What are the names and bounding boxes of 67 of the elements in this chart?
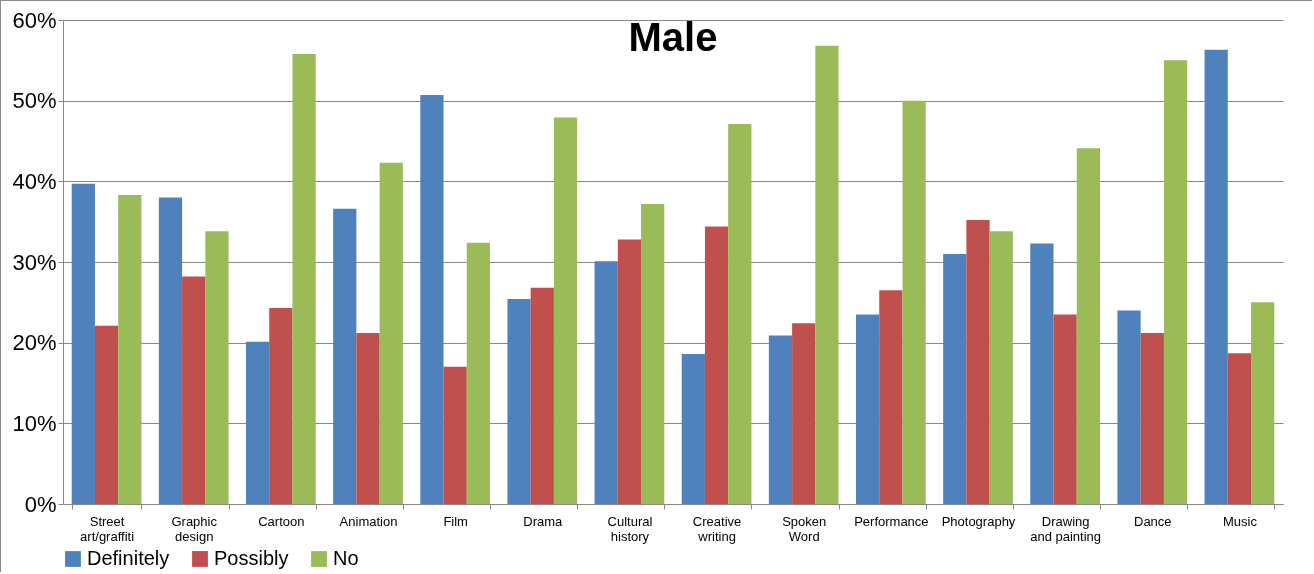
bar: [1030, 243, 1054, 504]
x-tick-label: Graphic design: [171, 513, 218, 544]
x-tick-label: Dance: [1134, 513, 1172, 529]
bar: [1076, 148, 1100, 504]
bar: [379, 162, 403, 504]
chart-title: Male: [628, 15, 718, 59]
bar: [989, 231, 1013, 504]
bar: [681, 353, 705, 504]
bar: [1140, 332, 1164, 504]
bar: [617, 239, 642, 504]
y-tick-label: 30%: [12, 249, 57, 275]
y-tick-label: 40%: [12, 168, 57, 194]
y-tick-label: 20%: [12, 330, 57, 356]
x-tick-label: Music: [1222, 513, 1258, 529]
bar: [333, 208, 357, 504]
bar: [356, 332, 380, 504]
bar: [1251, 302, 1275, 504]
x-tick-label: Creative writing: [692, 513, 742, 544]
x-tick-label: Performance: [854, 513, 929, 529]
bar: [466, 242, 490, 504]
bar: [269, 307, 293, 504]
bar: [594, 261, 618, 504]
bar: [1204, 49, 1228, 504]
bar: [205, 231, 229, 504]
bar: [728, 124, 752, 504]
bar: [420, 95, 444, 504]
bar: [507, 299, 531, 504]
bar: [704, 226, 729, 504]
bar: [1053, 314, 1077, 504]
bar: [815, 45, 839, 504]
bar: [768, 335, 793, 504]
bar: [553, 117, 578, 504]
bar: [182, 276, 206, 504]
bar: [1117, 310, 1141, 504]
x-tick-label: Photography: [941, 513, 1016, 529]
legend-label: No: [333, 547, 359, 569]
x-tick-label: Drama: [523, 513, 564, 529]
bar: [71, 183, 95, 504]
bar: [641, 203, 665, 504]
x-tick-label: Animation: [339, 513, 398, 529]
x-tick-label: Spoken Word: [782, 513, 827, 544]
bar: [792, 323, 816, 504]
bar: [966, 220, 990, 504]
bar: [1163, 60, 1188, 504]
bar: [443, 366, 467, 504]
bar: [158, 197, 183, 504]
bar: [943, 253, 967, 504]
y-tick-label: 60%: [12, 7, 57, 33]
bar: [292, 53, 316, 504]
bar: [879, 290, 903, 504]
x-tick-label: Street art/graffiti: [80, 513, 135, 544]
y-tick-label: 50%: [12, 88, 57, 114]
bar: [246, 341, 270, 504]
bar: [856, 314, 880, 504]
y-tick-label: 0%: [24, 491, 57, 517]
x-tick-label: Cultural history: [607, 513, 653, 544]
bar: [1227, 353, 1252, 504]
bar: [118, 195, 142, 504]
x-tick-label: Cartoon: [258, 513, 305, 529]
x-tick-label: Film: [443, 513, 468, 529]
legend-label: Definitely: [87, 547, 170, 569]
legend-label: Possibly: [214, 547, 289, 569]
bar: [530, 287, 554, 504]
bar: [902, 100, 926, 504]
x-tick-label: Drawing and painting: [1030, 513, 1102, 544]
y-tick-label: 10%: [12, 410, 57, 436]
bar: [94, 325, 119, 504]
